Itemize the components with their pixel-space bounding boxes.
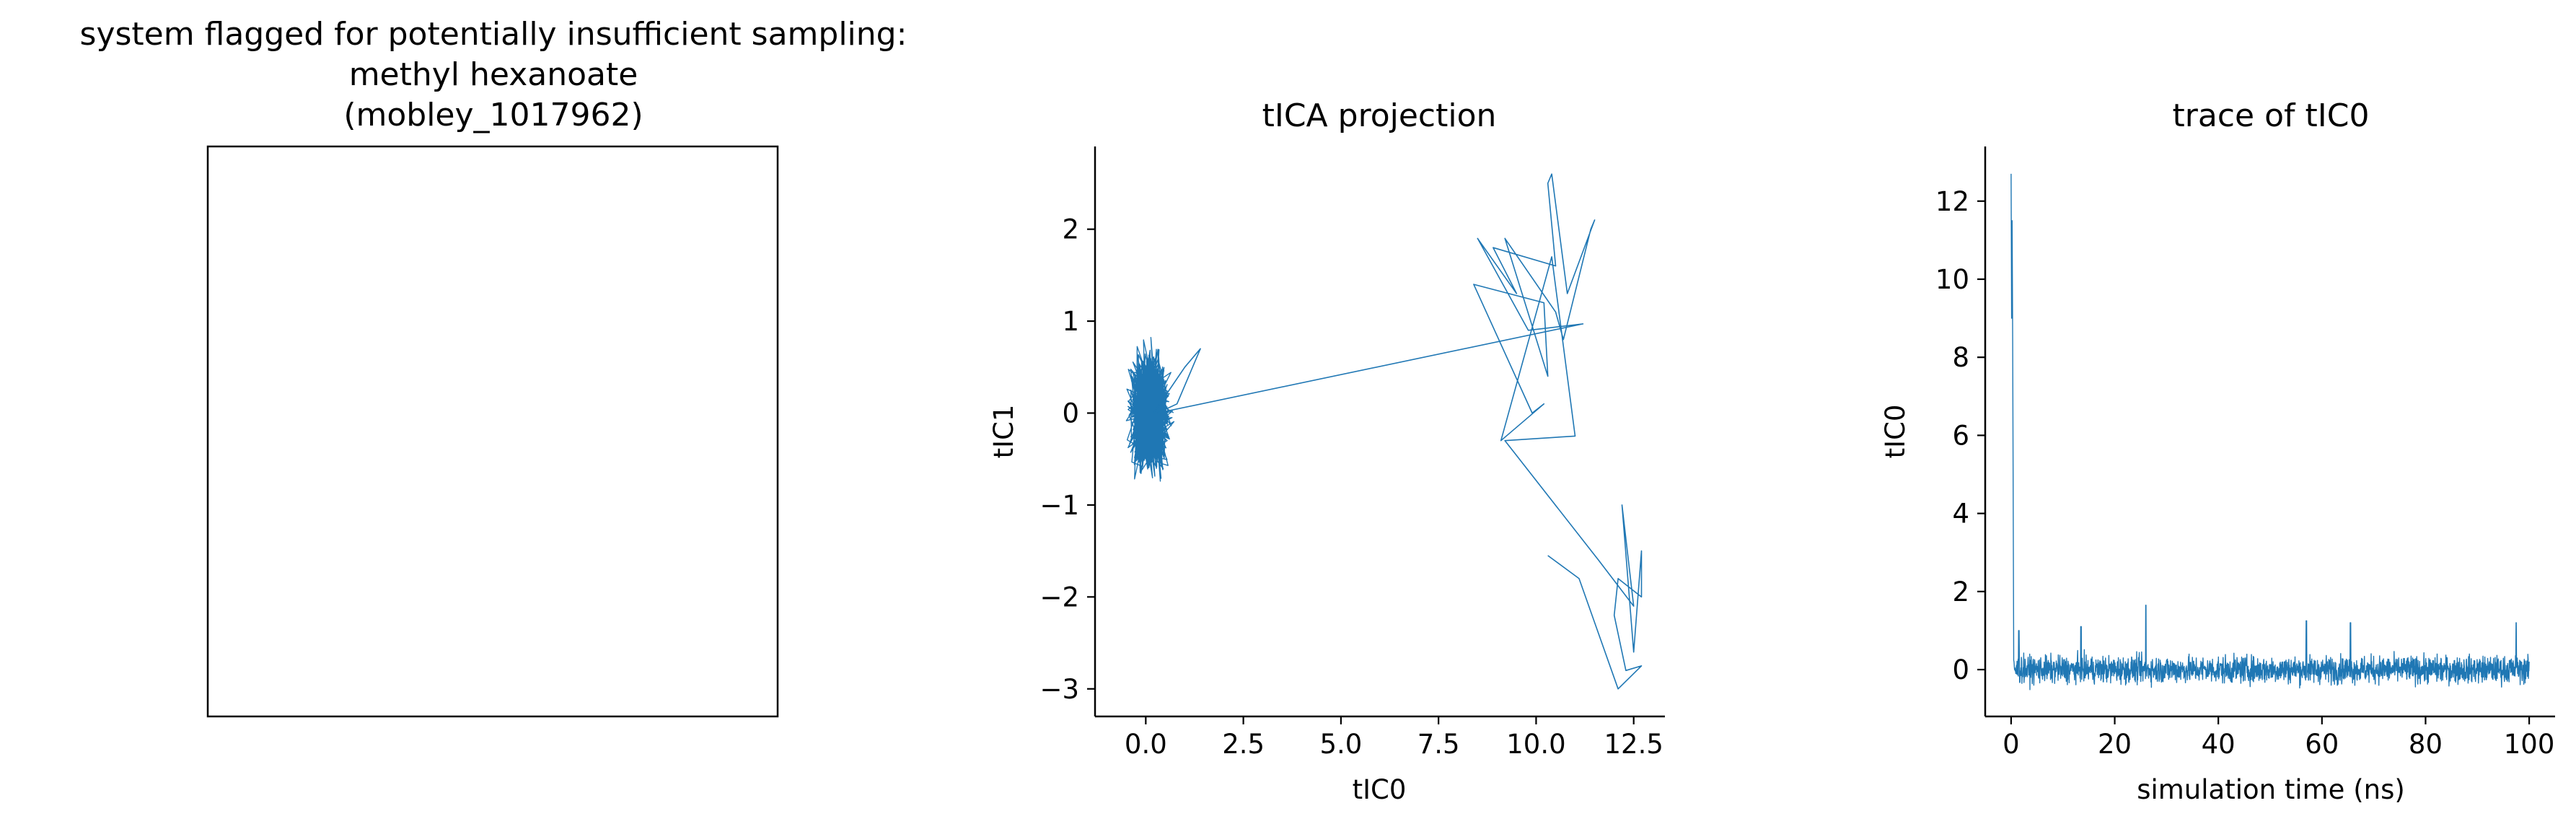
tic0-trace-line bbox=[2010, 173, 2530, 690]
y-tick-label: 6 bbox=[1952, 420, 1969, 451]
x-tick-label: 10.0 bbox=[1506, 729, 1565, 760]
panel1-title-line-2: methyl hexanoate bbox=[349, 56, 638, 93]
panel2-x-ticks: 0.0 2.5 5.0 7.5 10.0 12.5 bbox=[1125, 716, 1663, 760]
panel1-title-line-1: system flagged for potentially insuffici… bbox=[80, 16, 907, 53]
x-tick-label: 80 bbox=[2409, 729, 2443, 760]
panel1-frame bbox=[206, 145, 779, 718]
panel3-y-label: tIC0 bbox=[1880, 405, 1911, 459]
panel-2: tICA projection 0.0 2.5 5.0 7.5 10.0 12.5 −3−… bbox=[988, 97, 1665, 805]
x-tick-label: 7.5 bbox=[1417, 729, 1460, 760]
panel1-title-line-3: (mobley_1017962) bbox=[343, 97, 643, 133]
y-tick-label: −3 bbox=[1039, 674, 1079, 705]
panel3-plot-area bbox=[2010, 173, 2530, 690]
y-tick-label: 4 bbox=[1952, 499, 1969, 530]
x-tick-label: 100 bbox=[2504, 729, 2555, 760]
x-tick-label: 60 bbox=[2305, 729, 2339, 760]
tica-excursion-trajectory bbox=[1153, 173, 1643, 690]
tica-cluster-trajectory bbox=[1125, 337, 1175, 482]
y-tick-label: 8 bbox=[1952, 342, 1969, 373]
x-tick-label: 5.0 bbox=[1319, 729, 1362, 760]
y-tick-label: 2 bbox=[1062, 214, 1079, 245]
panel2-title: tICA projection bbox=[1262, 97, 1497, 134]
x-tick-label: 0.0 bbox=[1125, 729, 1167, 760]
panel3-y-ticks: 0 2 4 6 8 10 12 bbox=[1935, 186, 1985, 685]
y-tick-label: 2 bbox=[1952, 576, 1969, 608]
y-tick-label: 0 bbox=[1952, 654, 1969, 685]
x-tick-label: 0 bbox=[2003, 729, 2020, 760]
x-tick-label: 40 bbox=[2202, 729, 2236, 760]
panel3-title: trace of tIC0 bbox=[2173, 97, 2370, 134]
panel3-x-ticks: 0 20 40 60 80 100 bbox=[2003, 716, 2554, 760]
x-tick-label: 12.5 bbox=[1604, 729, 1663, 760]
panel2-plot-area bbox=[1125, 173, 1643, 690]
x-tick-label: 20 bbox=[2098, 729, 2132, 760]
panel2-y-label: tIC1 bbox=[988, 405, 1019, 459]
x-tick-label: 2.5 bbox=[1222, 729, 1265, 760]
y-tick-label: −1 bbox=[1039, 490, 1079, 521]
panel3-x-label: simulation time (ns) bbox=[2137, 774, 2405, 805]
y-tick-label: 12 bbox=[1935, 186, 1969, 217]
y-tick-label: 10 bbox=[1935, 264, 1969, 295]
panel-3: trace of tIC0 0 20 40 60 80 100 0 2 4 6 8 10 12 sim… bbox=[1880, 97, 2555, 805]
panel2-y-ticks: −3 −2 −1 0 1 2 bbox=[1039, 214, 1095, 705]
y-tick-label: 1 bbox=[1062, 306, 1079, 337]
y-tick-label: −2 bbox=[1039, 582, 1079, 613]
panel2-x-label: tIC0 bbox=[1353, 774, 1407, 805]
panel-1: system flagged for potentially insuffici… bbox=[80, 16, 907, 718]
y-tick-label: 0 bbox=[1062, 398, 1079, 429]
